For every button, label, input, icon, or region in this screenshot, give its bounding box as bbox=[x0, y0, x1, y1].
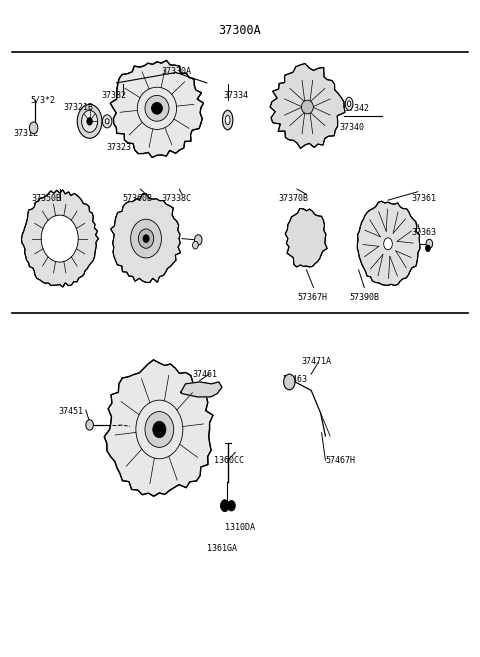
Ellipse shape bbox=[222, 110, 233, 130]
Text: 37334: 37334 bbox=[223, 91, 248, 100]
Ellipse shape bbox=[145, 411, 174, 447]
Text: 5/3*2: 5/3*2 bbox=[30, 96, 55, 105]
Circle shape bbox=[425, 245, 430, 252]
Ellipse shape bbox=[345, 97, 353, 110]
Ellipse shape bbox=[145, 95, 169, 121]
Text: 37361: 37361 bbox=[412, 194, 437, 203]
Polygon shape bbox=[180, 382, 222, 397]
Circle shape bbox=[228, 501, 235, 511]
Text: 1360CC: 1360CC bbox=[214, 455, 244, 464]
Circle shape bbox=[192, 241, 198, 249]
Text: 37471A: 37471A bbox=[301, 357, 332, 365]
Ellipse shape bbox=[301, 100, 313, 114]
Ellipse shape bbox=[41, 215, 78, 262]
Text: 3731E: 3731E bbox=[13, 129, 38, 137]
Ellipse shape bbox=[138, 229, 154, 248]
Polygon shape bbox=[110, 60, 204, 158]
Circle shape bbox=[29, 122, 38, 134]
Ellipse shape bbox=[384, 238, 392, 250]
Circle shape bbox=[284, 374, 295, 390]
Text: 57367H: 57367H bbox=[297, 293, 327, 302]
Text: 37461: 37461 bbox=[192, 370, 217, 378]
Text: 37338C: 37338C bbox=[162, 194, 192, 203]
Text: 57463: 57463 bbox=[283, 374, 308, 384]
Ellipse shape bbox=[102, 115, 112, 128]
Text: 57342: 57342 bbox=[344, 104, 370, 113]
Ellipse shape bbox=[153, 421, 166, 438]
Text: 37370B: 37370B bbox=[278, 194, 308, 203]
Circle shape bbox=[77, 104, 102, 138]
Polygon shape bbox=[285, 208, 327, 267]
Circle shape bbox=[87, 118, 92, 125]
Circle shape bbox=[220, 500, 229, 512]
Ellipse shape bbox=[348, 101, 351, 106]
Polygon shape bbox=[111, 194, 180, 283]
Ellipse shape bbox=[225, 116, 230, 125]
Polygon shape bbox=[357, 201, 420, 286]
Polygon shape bbox=[104, 360, 213, 496]
Text: 37323: 37323 bbox=[106, 143, 131, 152]
Text: 57360B: 57360B bbox=[122, 194, 152, 203]
Text: 37350B: 37350B bbox=[31, 194, 61, 203]
Text: 1361GA: 1361GA bbox=[207, 544, 237, 553]
Ellipse shape bbox=[143, 235, 149, 242]
Text: 37321B: 37321B bbox=[63, 102, 94, 112]
Text: 37363: 37363 bbox=[412, 227, 437, 237]
Text: 37300A: 37300A bbox=[218, 24, 262, 37]
Circle shape bbox=[82, 110, 97, 132]
Polygon shape bbox=[22, 190, 98, 287]
Circle shape bbox=[194, 235, 202, 245]
Text: 57467H: 57467H bbox=[325, 455, 355, 464]
Ellipse shape bbox=[105, 119, 109, 124]
Text: 37340: 37340 bbox=[340, 124, 365, 132]
Ellipse shape bbox=[152, 102, 162, 114]
Text: 37451: 37451 bbox=[59, 407, 84, 417]
Text: 57390B: 57390B bbox=[349, 293, 379, 302]
Circle shape bbox=[426, 239, 432, 248]
Text: 1310DA: 1310DA bbox=[225, 523, 255, 532]
Circle shape bbox=[86, 420, 94, 430]
Polygon shape bbox=[270, 64, 345, 148]
Text: 37332: 37332 bbox=[102, 91, 127, 100]
Ellipse shape bbox=[131, 219, 161, 258]
Text: 37330A: 37330A bbox=[161, 66, 191, 76]
